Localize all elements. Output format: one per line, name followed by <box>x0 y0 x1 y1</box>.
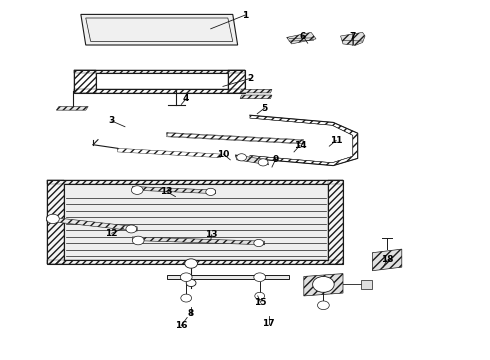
Circle shape <box>47 214 59 224</box>
Polygon shape <box>372 249 402 271</box>
Text: 11: 11 <box>330 136 343 145</box>
Circle shape <box>237 154 246 161</box>
Circle shape <box>126 225 137 233</box>
Circle shape <box>132 236 144 245</box>
Text: 3: 3 <box>109 117 115 126</box>
Text: 7: 7 <box>349 32 356 41</box>
Text: 16: 16 <box>175 321 188 330</box>
Text: 4: 4 <box>183 94 190 103</box>
Polygon shape <box>64 184 328 260</box>
Polygon shape <box>240 95 272 99</box>
Text: 10: 10 <box>217 150 230 159</box>
Polygon shape <box>56 107 88 110</box>
Text: 17: 17 <box>262 320 275 328</box>
Circle shape <box>258 159 268 166</box>
Polygon shape <box>240 89 272 93</box>
Text: 13: 13 <box>205 230 218 239</box>
Text: 13: 13 <box>160 187 173 196</box>
Polygon shape <box>47 217 137 231</box>
Text: 8: 8 <box>188 310 194 319</box>
Polygon shape <box>361 280 372 289</box>
Circle shape <box>206 188 216 195</box>
Text: 18: 18 <box>381 256 393 264</box>
Circle shape <box>313 276 334 292</box>
Polygon shape <box>235 155 269 165</box>
Circle shape <box>254 273 266 282</box>
Text: 5: 5 <box>262 104 268 113</box>
Circle shape <box>186 279 196 287</box>
Circle shape <box>185 259 197 268</box>
Circle shape <box>131 186 143 194</box>
Polygon shape <box>287 32 316 44</box>
Polygon shape <box>132 186 216 194</box>
Polygon shape <box>47 180 343 264</box>
Polygon shape <box>81 14 238 45</box>
Circle shape <box>254 239 264 247</box>
Circle shape <box>255 292 265 300</box>
Polygon shape <box>341 32 365 45</box>
Text: 6: 6 <box>300 32 306 41</box>
Text: 1: 1 <box>242 11 248 20</box>
Polygon shape <box>304 274 343 296</box>
Text: 14: 14 <box>294 141 306 150</box>
Text: 2: 2 <box>247 74 253 83</box>
Polygon shape <box>132 237 265 245</box>
Circle shape <box>180 273 192 282</box>
Polygon shape <box>96 73 228 89</box>
Polygon shape <box>167 275 289 279</box>
Circle shape <box>181 294 192 302</box>
Text: 12: 12 <box>105 229 118 238</box>
Text: 9: 9 <box>272 156 279 164</box>
Circle shape <box>318 301 329 310</box>
Text: 15: 15 <box>254 298 267 307</box>
